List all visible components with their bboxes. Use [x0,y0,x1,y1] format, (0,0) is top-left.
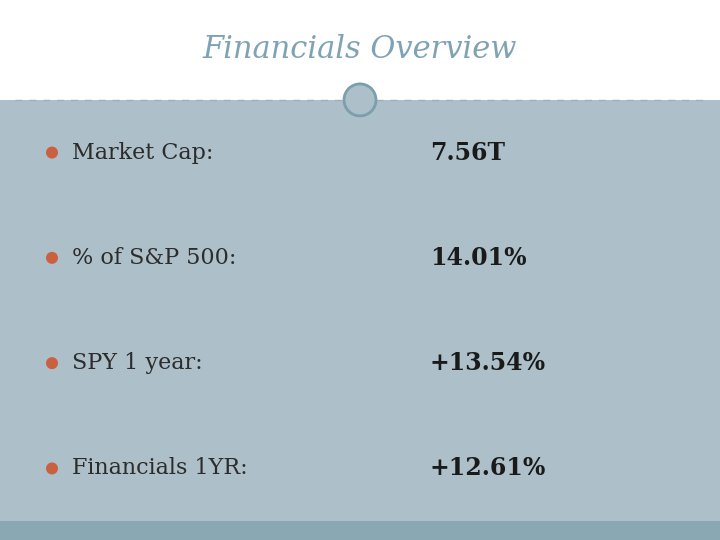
Circle shape [46,462,58,475]
Text: Financials 1YR:: Financials 1YR: [72,457,248,480]
Text: 14.01%: 14.01% [430,246,526,270]
FancyBboxPatch shape [0,521,720,540]
Text: SPY 1 year:: SPY 1 year: [72,352,202,374]
Circle shape [344,84,376,116]
Text: Financials Overview: Financials Overview [203,35,517,65]
Text: +13.54%: +13.54% [430,351,546,375]
FancyBboxPatch shape [0,100,720,521]
Circle shape [46,357,58,369]
Text: % of S&P 500:: % of S&P 500: [72,247,236,269]
Text: +12.61%: +12.61% [430,456,546,481]
Text: Market Cap:: Market Cap: [72,141,213,164]
Circle shape [46,146,58,159]
FancyBboxPatch shape [0,0,720,100]
Circle shape [46,252,58,264]
Text: 7.56T: 7.56T [430,140,505,165]
